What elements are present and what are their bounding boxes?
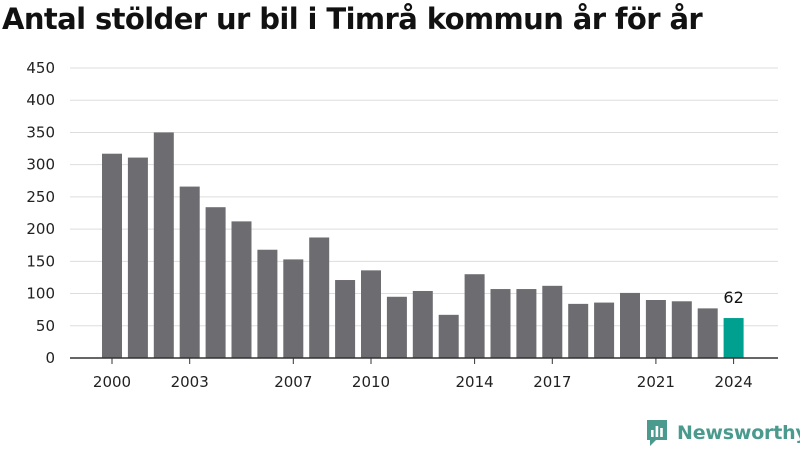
y-axis-tick-labels: 0 50 100 150 200 250 300 350 400 450 bbox=[26, 59, 55, 367]
bar bbox=[438, 314, 459, 358]
bar bbox=[671, 301, 692, 358]
y-tick-label: 400 bbox=[26, 91, 55, 109]
bar bbox=[102, 153, 122, 358]
x-tick-label: 2000 bbox=[93, 373, 131, 391]
annotations: 62 bbox=[723, 288, 743, 307]
y-tick-label: 0 bbox=[45, 349, 55, 367]
x-tick-label: 2017 bbox=[533, 373, 571, 391]
x-tick-label: 2003 bbox=[171, 373, 209, 391]
x-tick-label: 2024 bbox=[715, 373, 753, 391]
bar bbox=[594, 302, 615, 358]
newsworthy-logo-icon bbox=[647, 420, 667, 446]
bar-highlight bbox=[723, 318, 744, 358]
bar bbox=[231, 221, 252, 358]
x-tick-label: 2010 bbox=[352, 373, 390, 391]
bar bbox=[179, 186, 200, 358]
y-tick-label: 350 bbox=[26, 123, 55, 141]
bar bbox=[309, 237, 330, 358]
bars bbox=[102, 132, 744, 358]
newsworthy-logo: Newsworthy bbox=[645, 418, 800, 448]
y-tick-label: 450 bbox=[26, 59, 55, 77]
x-axis-tick-labels: 2000 2003 2007 2010 2014 2017 2021 2024 bbox=[93, 358, 753, 391]
y-tick-label: 50 bbox=[36, 317, 55, 335]
bar bbox=[283, 259, 304, 358]
bar bbox=[412, 290, 433, 358]
y-tick-label: 250 bbox=[26, 188, 55, 206]
y-tick-label: 150 bbox=[26, 252, 55, 270]
bar bbox=[127, 157, 148, 358]
bar bbox=[335, 280, 356, 358]
brand-name: Newsworthy bbox=[677, 422, 800, 444]
x-tick-label: 2014 bbox=[456, 373, 494, 391]
bar bbox=[153, 132, 174, 358]
chart-title: Antal stölder ur bil i Timrå kommun år f… bbox=[2, 2, 703, 36]
bar bbox=[257, 249, 278, 358]
y-tick-label: 100 bbox=[26, 285, 55, 303]
bar bbox=[697, 308, 718, 358]
bar-value-label: 62 bbox=[723, 288, 743, 307]
bar bbox=[386, 296, 407, 358]
bar bbox=[464, 274, 485, 358]
y-tick-label: 200 bbox=[26, 220, 55, 238]
gridlines bbox=[70, 67, 778, 327]
x-tick-label: 2021 bbox=[637, 373, 675, 391]
bar bbox=[205, 207, 226, 358]
bar bbox=[568, 303, 589, 358]
bar bbox=[620, 292, 640, 358]
bar bbox=[516, 289, 537, 358]
bar bbox=[645, 300, 666, 358]
bar bbox=[361, 270, 381, 358]
bar bbox=[490, 289, 511, 358]
y-tick-label: 300 bbox=[26, 156, 55, 174]
bar bbox=[542, 285, 563, 358]
x-tick-label: 2007 bbox=[274, 373, 312, 391]
